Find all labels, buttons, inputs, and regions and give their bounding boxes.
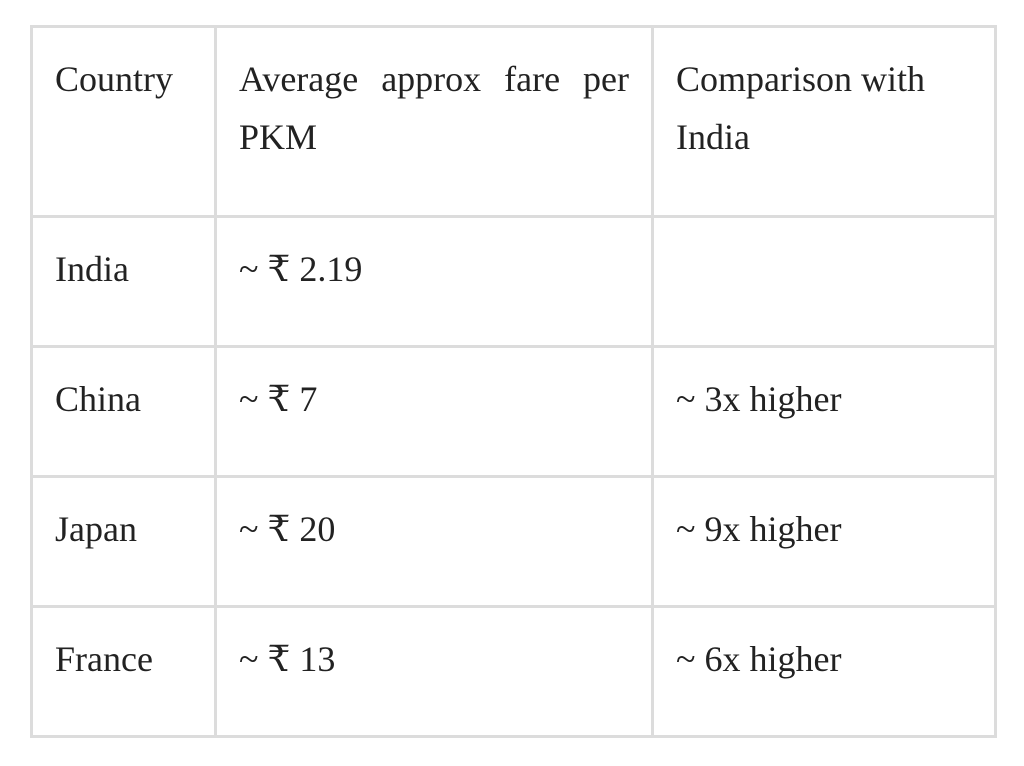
table-body: Country Average approx fare per PKM Comp… [30, 25, 997, 738]
table-cell: China [30, 345, 217, 478]
table-cell: India [30, 215, 217, 348]
table-cell: ~ 6x higher [651, 605, 997, 738]
header-row: Country Average approx fare per PKM Comp… [30, 25, 997, 218]
header-cell: Comparison with India [651, 25, 997, 218]
table-cell: ~ 3x higher [651, 345, 997, 478]
table-row: India ~ ₹ 2.19 [30, 215, 997, 348]
header-cell: Average approx fare per PKM [214, 25, 654, 218]
table-cell: Japan [30, 475, 217, 608]
header-cell: Country [30, 25, 217, 218]
table-row: France ~ ₹ 13 ~ 6x higher [30, 605, 997, 738]
fare-table: Country Average approx fare per PKM Comp… [30, 25, 997, 738]
table-row: China ~ ₹ 7 ~ 3x higher [30, 345, 997, 478]
table-cell: ~ ₹ 7 [214, 345, 654, 478]
table-cell: ~ ₹ 13 [214, 605, 654, 738]
table-cell [651, 215, 997, 348]
table-cell: France [30, 605, 217, 738]
table-row: Japan ~ ₹ 20 ~ 9x higher [30, 475, 997, 608]
table-cell: ~ ₹ 2.19 [214, 215, 654, 348]
table-cell: ~ ₹ 20 [214, 475, 654, 608]
table-cell: ~ 9x higher [651, 475, 997, 608]
